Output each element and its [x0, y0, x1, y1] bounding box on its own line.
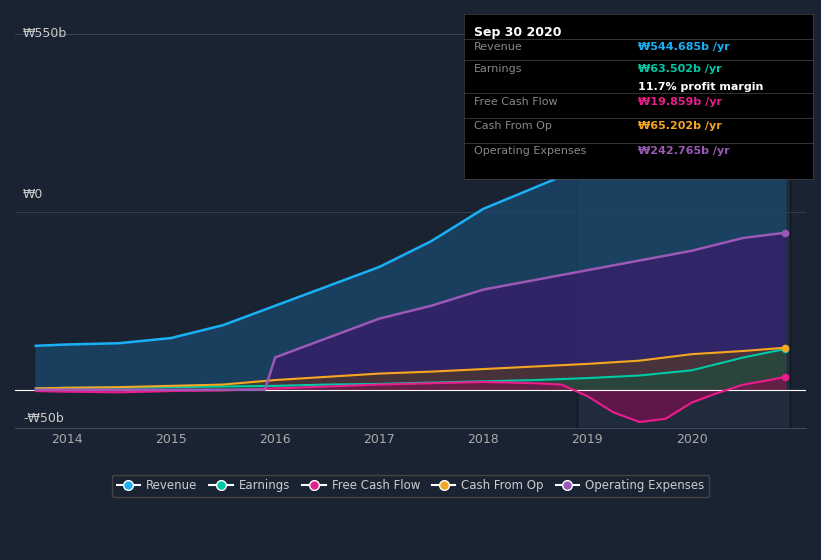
Point — [778, 344, 791, 353]
Text: Free Cash Flow: Free Cash Flow — [475, 97, 558, 106]
Point — [778, 343, 791, 352]
Point — [778, 33, 791, 42]
Point — [778, 228, 791, 237]
Text: Operating Expenses: Operating Expenses — [475, 146, 587, 156]
Point — [778, 372, 791, 381]
Text: -₩50b: -₩50b — [23, 412, 64, 424]
Text: Revenue: Revenue — [475, 42, 523, 52]
Text: ₩63.502b /yr: ₩63.502b /yr — [639, 64, 722, 73]
Text: ₩550b: ₩550b — [23, 27, 67, 40]
FancyBboxPatch shape — [577, 21, 791, 428]
Text: Cash From Op: Cash From Op — [475, 122, 553, 132]
Text: ₩242.765b /yr: ₩242.765b /yr — [639, 146, 730, 156]
Text: Sep 30 2020: Sep 30 2020 — [475, 26, 562, 39]
Text: ₩0: ₩0 — [23, 188, 44, 202]
Text: ₩19.859b /yr: ₩19.859b /yr — [639, 97, 722, 106]
Text: ₩544.685b /yr: ₩544.685b /yr — [639, 42, 730, 52]
Text: Earnings: Earnings — [475, 64, 523, 73]
Legend: Revenue, Earnings, Free Cash Flow, Cash From Op, Operating Expenses: Revenue, Earnings, Free Cash Flow, Cash … — [112, 474, 709, 497]
Text: ₩65.202b /yr: ₩65.202b /yr — [639, 122, 722, 132]
Text: 11.7% profit margin: 11.7% profit margin — [639, 82, 764, 92]
